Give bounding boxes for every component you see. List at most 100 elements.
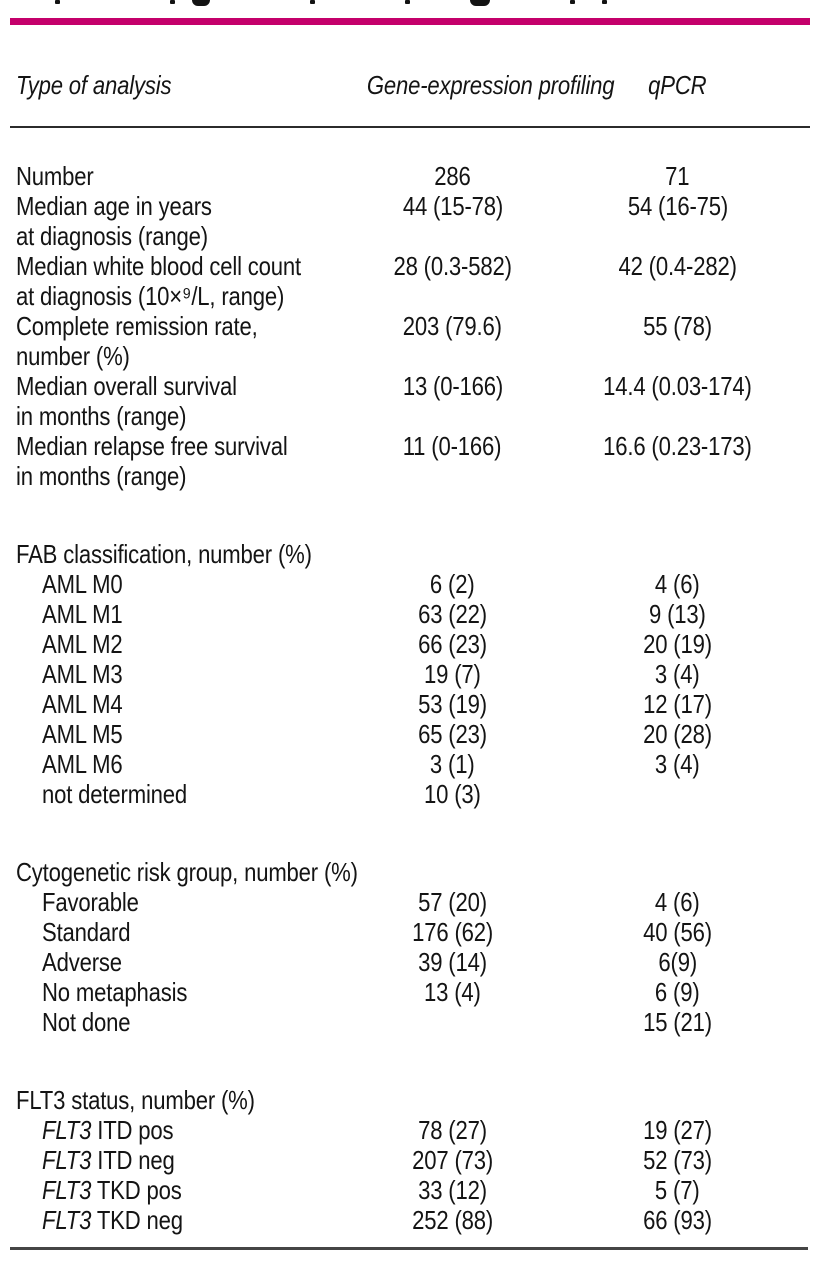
- gep-value: 78 (27): [345, 1115, 560, 1145]
- gep-value-text: 286: [434, 161, 471, 191]
- row-label-text: in months (range): [16, 461, 187, 491]
- gep-value: 10 (3): [345, 779, 560, 809]
- table-section: FAB classification, number (%) AML M0 6 (2…: [0, 539, 820, 809]
- table-row: No metaphasis 13 (4) 6 (9): [0, 977, 820, 1007]
- row-label-line: Standard: [16, 917, 345, 947]
- qpcr-value-text: 6(9): [658, 947, 697, 977]
- qpcr-value-text: 9 (13): [649, 599, 706, 629]
- qpcr-value: 12 (17): [560, 689, 795, 719]
- qpcr-value: 6(9): [560, 947, 795, 977]
- row-label-line: Complete remission rate,: [16, 311, 345, 341]
- gep-value-text: 65 (23): [418, 719, 487, 749]
- qpcr-value-text: 4 (6): [655, 887, 700, 917]
- gep-value-text: 11 (0-166): [403, 431, 502, 461]
- gep-value-text: 44 (15-78): [402, 191, 503, 221]
- gene-name: FLT3: [42, 1115, 92, 1145]
- qpcr-value-text: 20 (19): [643, 629, 712, 659]
- qpcr-value-text: 3 (4): [655, 749, 700, 779]
- table-row: Median overall survival in months (range)…: [0, 371, 820, 431]
- table-body: Number 286 71 Median age in years at diagnos…: [0, 161, 820, 1235]
- gep-value-text: 13 (4): [424, 977, 481, 1007]
- col-header-qpcr: qPCR: [648, 70, 707, 100]
- row-label-line: Adverse: [16, 947, 345, 977]
- header-cell-qpcr: qPCR: [560, 68, 795, 102]
- gene-name: FLT3: [42, 1145, 92, 1175]
- row-label: Standard: [16, 917, 345, 947]
- row-label-line: Median white blood cell count: [16, 251, 345, 281]
- gep-value-text: 10 (3): [424, 779, 481, 809]
- row-label-line: in months (range): [16, 461, 345, 491]
- gep-value-text: 3 (1): [430, 749, 475, 779]
- row-label-text: AML M2: [42, 629, 123, 659]
- table-row: AML M5 65 (23) 20 (28): [0, 719, 820, 749]
- table-row: Standard 176 (62) 40 (56): [0, 917, 820, 947]
- gep-value-text: 28 (0.3-582): [393, 251, 512, 281]
- table-row: Not done 15 (21): [0, 1007, 820, 1037]
- row-label-text: Median age in years: [16, 191, 212, 221]
- gep-value: 66 (23): [345, 629, 560, 659]
- row-label: Median overall survival in months (range): [16, 371, 345, 431]
- gep-value-text: 53 (19): [418, 689, 487, 719]
- row-label-rest: TKD neg: [91, 1205, 183, 1235]
- row-label-text: Median overall survival: [16, 371, 237, 401]
- qpcr-value-text: 15 (21): [643, 1007, 712, 1037]
- gep-value: 44 (15-78): [345, 191, 560, 251]
- qpcr-value: 9 (13): [560, 599, 795, 629]
- qpcr-value: 3 (4): [560, 659, 795, 689]
- gep-value: 11 (0-166): [345, 431, 560, 491]
- qpcr-value-text: 55 (78): [643, 311, 712, 341]
- bottom-rule: [10, 1247, 808, 1250]
- row-label: Adverse: [16, 947, 345, 977]
- qpcr-value-text: 54 (16-75): [627, 191, 728, 221]
- row-label-line: Not done: [16, 1007, 345, 1037]
- qpcr-value-text: 6 (9): [655, 977, 700, 1007]
- qpcr-value-text: 4 (6): [655, 569, 700, 599]
- gep-value-text: 63 (22): [418, 599, 487, 629]
- qpcr-value: 15 (21): [560, 1007, 795, 1037]
- header-cell-gep: Gene-expression profiling: [345, 68, 615, 102]
- gep-value: 286: [345, 161, 560, 191]
- row-label-line: AML M1: [16, 599, 345, 629]
- col-header-gene-expression-profiling: Gene-expression profiling: [366, 70, 615, 100]
- row-label-line: Median overall survival: [16, 371, 345, 401]
- gep-value: 207 (73): [345, 1145, 560, 1175]
- row-label-text: Number: [16, 161, 94, 191]
- row-label-line: number (%): [16, 341, 345, 371]
- row-label-line: at diagnosis (10×⁹/L, range): [16, 281, 345, 311]
- row-label-text: in months (range): [16, 401, 187, 431]
- qpcr-value: 52 (73): [560, 1145, 795, 1175]
- qpcr-value: 71: [560, 161, 795, 191]
- qpcr-value-text: 12 (17): [643, 689, 712, 719]
- gep-value: 65 (23): [345, 719, 560, 749]
- table-row: Number 286 71: [0, 161, 820, 191]
- gep-value-text: 176 (62): [412, 917, 493, 947]
- title-descender-mark: [55, 0, 60, 4]
- row-label-line: in months (range): [16, 401, 345, 431]
- gep-value: 57 (20): [345, 887, 560, 917]
- row-label-text: FLT3 ITD neg: [42, 1145, 175, 1175]
- gep-value: 39 (14): [345, 947, 560, 977]
- row-label: Number: [16, 161, 345, 191]
- row-label-rest: TKD pos: [91, 1175, 182, 1205]
- row-label: AML M1: [16, 599, 345, 629]
- qpcr-value: 6 (9): [560, 977, 795, 1007]
- row-label-text: AML M5: [42, 719, 123, 749]
- row-label-text: at diagnosis (range): [16, 221, 208, 251]
- title-descender-mark: [170, 0, 175, 4]
- row-label-line: at diagnosis (range): [16, 221, 345, 251]
- row-label-text: number (%): [16, 341, 130, 371]
- row-label-text: Not done: [42, 1007, 131, 1037]
- header-rule: [10, 126, 810, 128]
- row-label-text: Complete remission rate,: [16, 311, 258, 341]
- row-label: Not done: [16, 1007, 345, 1037]
- row-label: AML M3: [16, 659, 345, 689]
- row-label-line: Median relapse free survival: [16, 431, 345, 461]
- row-label-rest: ITD neg: [91, 1145, 175, 1175]
- qpcr-value: 16.6 (0.23-173): [560, 431, 795, 491]
- gep-value-text: 203 (79.6): [402, 311, 503, 341]
- section-title: FAB classification, number (%): [0, 539, 820, 569]
- gep-value: 13 (4): [345, 977, 560, 1007]
- row-label-text: AML M1: [42, 599, 123, 629]
- table-row: AML M3 19 (7) 3 (4): [0, 659, 820, 689]
